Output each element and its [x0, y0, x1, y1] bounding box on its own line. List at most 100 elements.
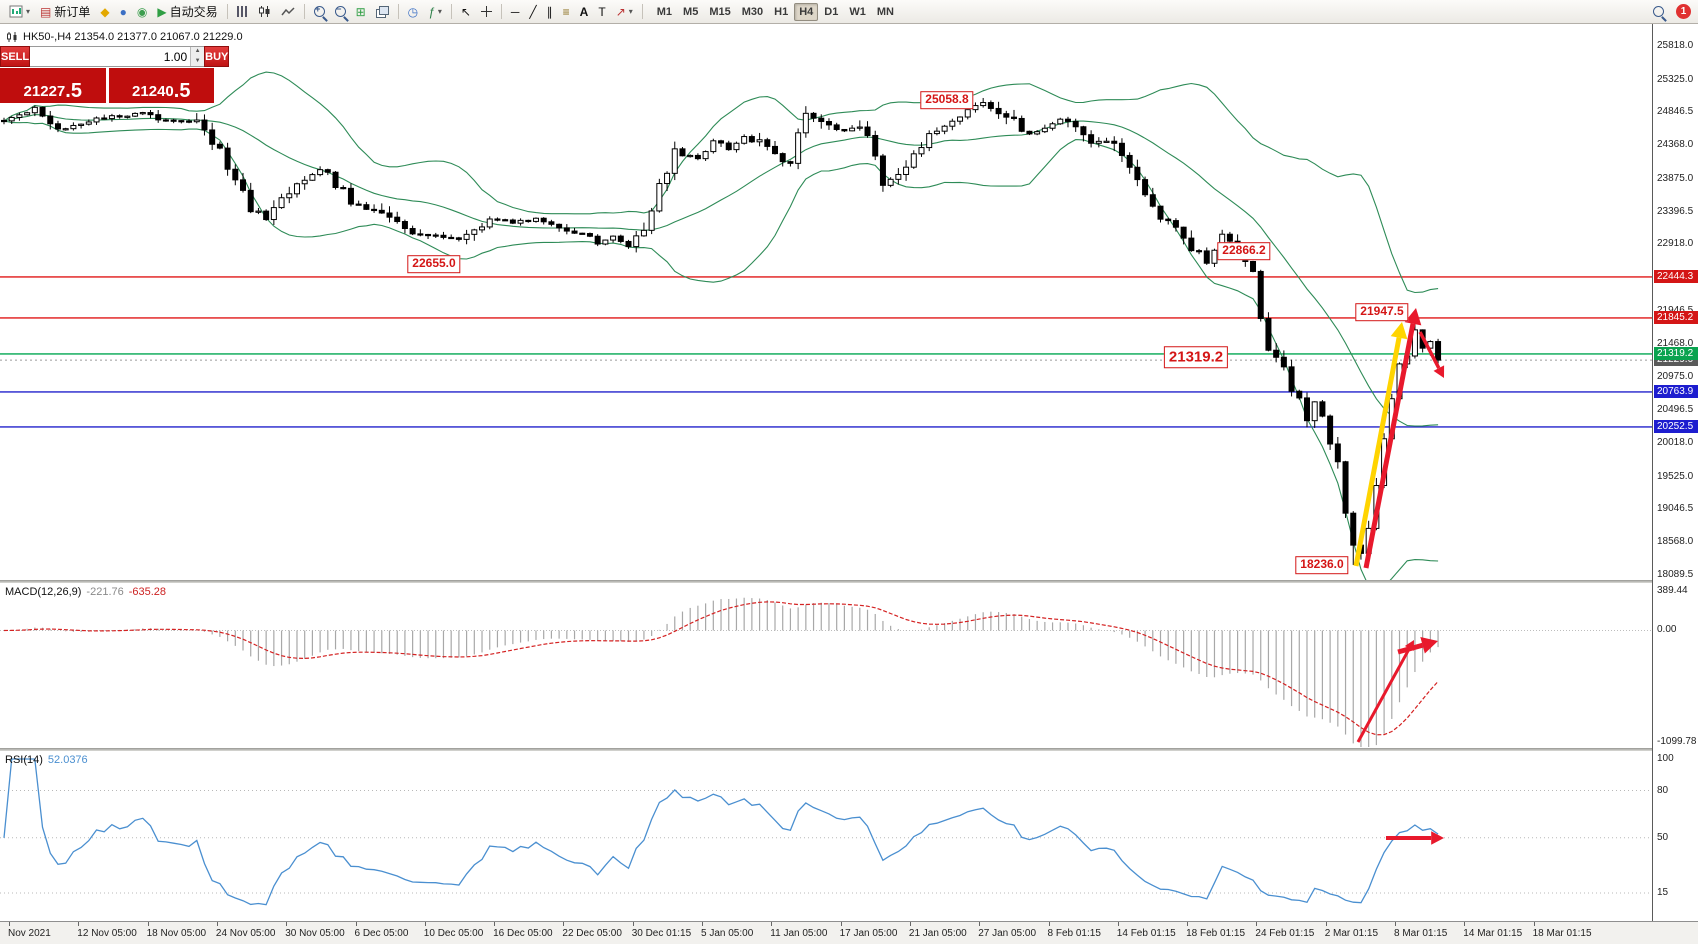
chart-line-button[interactable] — [277, 2, 299, 22]
time-axis-label: 6 Dec 05:00 — [354, 928, 409, 939]
timeframe-h4[interactable]: H4 — [794, 2, 819, 21]
play-icon: ▶ — [157, 4, 167, 19]
price-axis-tick: 24368.0 — [1657, 139, 1694, 151]
volume-input[interactable] — [30, 47, 191, 66]
panel-divider[interactable] — [0, 580, 1698, 583]
ohlc-info-text: HK50-,H4 21354.0 21377.0 21067.0 21229.0 — [23, 31, 243, 43]
chevron-down-icon: ▾ — [26, 6, 31, 16]
arrow-annotation[interactable] — [1386, 831, 1444, 845]
timeframe-h1[interactable]: H1 — [774, 5, 789, 18]
price-axis-tick: 24846.5 — [1657, 106, 1694, 118]
profile-button[interactable]: ● — [116, 2, 131, 22]
time-axis-tick — [286, 922, 288, 926]
panel-divider[interactable] — [0, 748, 1698, 751]
rsi-axis-tick: 80 — [1657, 784, 1669, 796]
chart-bars-button[interactable] — [233, 2, 252, 22]
volume-up-button[interactable]: ▲ — [191, 47, 205, 57]
timeframe-w1[interactable]: W1 — [849, 5, 866, 18]
mql5-icon: ◆ — [100, 4, 110, 19]
arrow-annotation[interactable] — [1356, 640, 1414, 743]
time-axis-tick — [147, 922, 149, 926]
channel-tool-button[interactable]: ∥ — [543, 2, 557, 22]
rsi-axis-tick: 50 — [1657, 831, 1669, 843]
notifications-badge[interactable]: 1 — [1676, 4, 1691, 19]
timeframe-mn[interactable]: MN — [876, 5, 894, 18]
timeframe-d1[interactable]: D1 — [824, 5, 839, 18]
time-axis-label: 18 Feb 01:15 — [1186, 928, 1246, 939]
price-annotation[interactable]: 22655.0 — [407, 255, 461, 273]
price-tag: 21845.2 — [1654, 310, 1698, 324]
time-axis-label: 14 Feb 01:15 — [1116, 928, 1176, 939]
chart-window-icon — [7, 32, 17, 42]
separator — [500, 4, 502, 19]
time-axis-label: 16 Dec 05:00 — [493, 928, 553, 939]
price-axis-tick: 23875.0 — [1657, 172, 1694, 184]
price-annotation[interactable]: 21319.2 — [1163, 346, 1229, 368]
timeframe-m15[interactable]: M15 — [709, 5, 731, 18]
chart-candles-button[interactable] — [254, 2, 275, 22]
indicators-button[interactable]: ƒ ▾ — [424, 2, 446, 22]
arrow-annotation[interactable] — [1353, 322, 1408, 567]
crosshair-button[interactable] — [477, 2, 496, 22]
time-axis-tick — [840, 922, 842, 926]
arrow-annotation[interactable] — [1418, 331, 1445, 378]
separator — [303, 4, 305, 19]
text-icon: A — [579, 4, 589, 19]
auto-trading-button[interactable]: ▶ 自动交易 — [153, 2, 221, 22]
time-axis-tick — [771, 922, 773, 926]
candlestick-series — [1, 97, 1442, 565]
time-axis-label: 24 Feb 01:15 — [1255, 928, 1315, 939]
rsi-axis-tick: 100 — [1657, 753, 1674, 764]
timeframe-m1[interactable]: M1 — [656, 5, 673, 18]
zoom-in-button[interactable]: + — [310, 2, 329, 22]
cursor-button[interactable]: ↖ — [457, 2, 475, 22]
timeframe-m5[interactable]: M5 — [683, 5, 699, 18]
price-axis-tick: 23396.5 — [1657, 205, 1694, 217]
rsi-indicator-label: RSI(14) 52.0376 — [5, 754, 88, 766]
volume-down-button[interactable]: ▼ — [191, 56, 205, 66]
text-tool-button[interactable]: A — [576, 2, 593, 22]
price-annotation[interactable]: 22866.2 — [1217, 242, 1271, 260]
sell-button[interactable]: SELL — [0, 46, 31, 67]
price-tag: 22444.3 — [1654, 269, 1698, 283]
time-axis-label: 21 Jan 05:00 — [908, 928, 967, 939]
price-annotation[interactable]: 21947.5 — [1355, 303, 1409, 321]
label-tool-button[interactable]: T — [594, 2, 609, 22]
price-axis-tick: 20018.0 — [1657, 436, 1694, 448]
mql5-community-button[interactable]: ◆ — [96, 2, 113, 22]
trendline-tool-button[interactable]: ╱ — [525, 2, 540, 22]
hline-tool-button[interactable]: ─ — [507, 2, 524, 22]
arrow-annotation[interactable] — [1363, 308, 1422, 569]
arrow-annotation[interactable] — [1397, 637, 1438, 655]
sell-price[interactable]: 21227.5 — [0, 68, 106, 103]
macd-panel[interactable] — [0, 583, 1652, 748]
buy-button[interactable]: BUY — [204, 46, 230, 67]
macd-axis-tick: -1099.78 — [1657, 736, 1697, 747]
price-axis-tick: 25325.0 — [1657, 73, 1694, 85]
arrows-tool-button[interactable]: ↗ ▾ — [612, 2, 637, 22]
time-axis-tick — [1048, 922, 1050, 926]
time-axis-tick — [979, 922, 981, 926]
buy-price[interactable]: 21240.5 — [108, 68, 214, 103]
new-order-button[interactable]: ▤ 新订单 — [36, 2, 94, 22]
clock-icon: ◷ — [407, 4, 419, 19]
rsi-panel[interactable] — [0, 751, 1652, 921]
price-annotation[interactable]: 18236.0 — [1295, 556, 1349, 574]
market-button[interactable]: ◉ — [133, 2, 151, 22]
main-price-chart[interactable] — [0, 24, 1652, 580]
zoom-out-button[interactable]: − — [331, 2, 350, 22]
price-axis-tick: 21946.5 — [1657, 305, 1693, 317]
price-annotation[interactable]: 25058.8 — [920, 91, 974, 109]
separator — [397, 4, 399, 19]
auto-refresh-button[interactable]: ◷ — [404, 2, 422, 22]
search-button[interactable] — [1649, 2, 1668, 22]
tile-windows-button[interactable]: ⊞ — [352, 2, 370, 22]
price-tag: 21319.2 — [1654, 346, 1698, 360]
separator — [226, 4, 228, 19]
time-axis-label: 30 Nov 05:00 — [285, 928, 345, 939]
fibonacci-tool-button[interactable]: ≡ — [559, 2, 574, 22]
cascade-windows-button[interactable] — [372, 2, 393, 22]
timeframe-m30[interactable]: M30 — [741, 5, 764, 18]
new-chart-button[interactable]: ▾ — [5, 2, 34, 22]
macd-histogram — [11, 597, 1439, 747]
